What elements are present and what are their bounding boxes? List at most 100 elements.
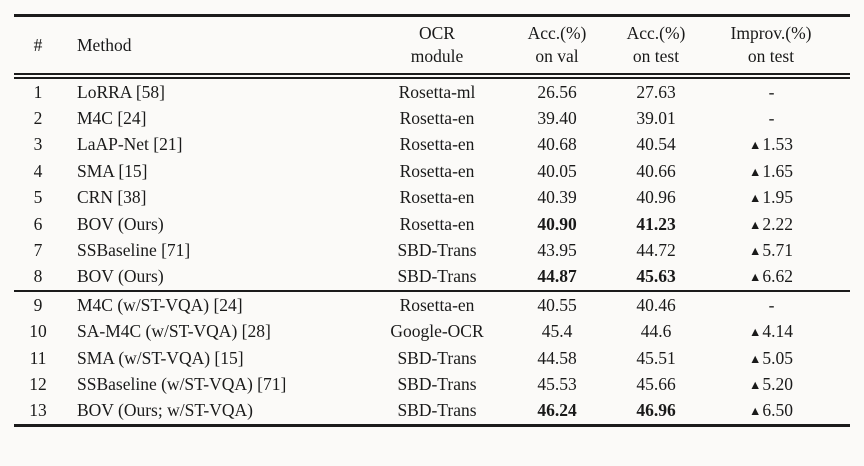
header-row: # Method OCR module Acc.(%) on val Acc.(…: [14, 15, 850, 79]
method-cell: SSBaseline (w/ST-VQA) [71]: [77, 373, 287, 394]
acc-test-cell: 27.63: [636, 81, 676, 102]
table-row: 13 BOV (Ours; w/ST-VQA) SBD-Trans 46.24 …: [14, 398, 850, 426]
row-number-cell: 4: [33, 160, 43, 181]
ocr-module-cell: Rosetta-en: [399, 160, 475, 181]
row-number-cell: 9: [14, 290, 62, 319]
improv-cell: -: [692, 290, 850, 319]
ocr-module-cell: SBD-Trans: [397, 240, 477, 261]
results-table: # Method OCR module Acc.(%) on val Acc.(…: [14, 14, 850, 428]
up-triangle-icon: ▲: [749, 351, 762, 366]
method-cell: CRN [38]: [77, 187, 147, 208]
improv-value: 5.05: [762, 347, 793, 368]
acc-val-cell: 40.55: [494, 290, 620, 319]
row-number-cell: 1: [33, 81, 43, 102]
acc-val-cell: 45.4: [541, 321, 573, 342]
table-row: 4 SMA [15] Rosetta-en 40.05 40.66 ▲1.65: [14, 158, 850, 184]
header-acc-val-line2: on val: [535, 46, 579, 66]
acc-val-cell: 39.40: [537, 108, 577, 129]
improv-value: 6.62: [762, 266, 793, 287]
method-cell: BOV (Ours): [77, 266, 164, 287]
acc-test-cell: 46.96: [636, 400, 676, 421]
acc-val-cell: 43.95: [537, 240, 577, 261]
acc-test-cell: 44.72: [636, 240, 676, 261]
improv-value: -: [768, 294, 775, 315]
improv-value: 4.14: [762, 321, 793, 342]
improv-cell: ▲5.20: [692, 371, 850, 397]
acc-test-cell: 44.6: [640, 321, 672, 342]
improv-cell: ▲2.22: [692, 211, 850, 237]
ocr-module-cell: Google-OCR: [390, 321, 484, 342]
improv-cell: -: [692, 105, 850, 131]
table-row: 10 SA-M4C (w/ST-VQA) [28] Google-OCR 45.…: [14, 319, 850, 345]
improv-value: -: [768, 81, 775, 102]
improv-cell: ▲1.53: [692, 132, 850, 158]
up-triangle-icon: ▲: [749, 404, 762, 419]
header-acc-test-line1: Acc.(%): [626, 23, 686, 43]
header-acc-val-line1: Acc.(%): [527, 23, 587, 43]
acc-test-cell: 40.46: [620, 290, 692, 319]
table-row: 12 SSBaseline (w/ST-VQA) [71] SBD-Trans …: [14, 371, 850, 397]
method-cell: M4C [24]: [77, 108, 147, 129]
acc-val-cell: 40.05: [537, 160, 577, 181]
ocr-module-cell: SBD-Trans: [397, 373, 477, 394]
improv-value: 1.53: [762, 134, 793, 155]
ocr-module-cell: SBD-Trans: [397, 266, 477, 287]
up-triangle-icon: ▲: [749, 164, 762, 179]
method-cell: M4C (w/ST-VQA) [24]: [62, 290, 380, 319]
acc-test-cell: 45.63: [636, 266, 676, 287]
table-row: 8 BOV (Ours) SBD-Trans 44.87 45.63 ▲6.62: [14, 264, 850, 291]
row-number-cell: 8: [33, 266, 43, 287]
table-row: 3 LaAP-Net [21] Rosetta-en 40.68 40.54 ▲…: [14, 132, 850, 158]
improv-cell: ▲6.62: [692, 264, 850, 291]
improv-cell: ▲6.50: [692, 398, 850, 426]
acc-test-cell: 41.23: [636, 213, 676, 234]
row-number-cell: 3: [33, 134, 43, 155]
header-method-label: Method: [77, 34, 132, 55]
improv-value: 1.95: [762, 187, 793, 208]
up-triangle-icon: ▲: [749, 325, 762, 340]
improv-cell: ▲4.14: [692, 319, 850, 345]
table-row: 2 M4C [24] Rosetta-en 39.40 39.01 -: [14, 105, 850, 131]
row-number-cell: 6: [33, 213, 43, 234]
method-cell: LaAP-Net [21]: [77, 134, 183, 155]
acc-val-cell: 40.68: [537, 134, 577, 155]
table-row: 5 CRN [38] Rosetta-en 40.39 40.96 ▲1.95: [14, 185, 850, 211]
up-triangle-icon: ▲: [749, 270, 762, 285]
row-number-cell: 12: [29, 373, 47, 394]
improv-value: 6.50: [762, 400, 793, 421]
improv-value: 2.22: [762, 213, 793, 234]
row-number-cell: 2: [33, 108, 43, 129]
method-cell: LoRRA [58]: [77, 81, 165, 102]
table-row: 7 SSBaseline [71] SBD-Trans 43.95 44.72 …: [14, 237, 850, 263]
method-cell: SSBaseline [71]: [77, 240, 191, 261]
improv-value: 5.71: [762, 240, 793, 261]
acc-val-cell: 46.24: [537, 400, 577, 421]
header-acc-test: Acc.(%) on test: [620, 15, 692, 79]
improv-value: 1.65: [762, 160, 793, 181]
improv-cell: ▲1.65: [692, 158, 850, 184]
row-number-cell: 7: [33, 240, 43, 261]
up-triangle-icon: ▲: [749, 217, 762, 232]
header-acc-test-line2: on test: [632, 46, 680, 66]
header-num: #: [14, 15, 62, 79]
header-improv-line1: Improv.(%): [730, 23, 812, 43]
up-triangle-icon: ▲: [749, 191, 762, 206]
method-cell: SMA (w/ST-VQA) [15]: [77, 347, 244, 368]
table-row: 11 SMA (w/ST-VQA) [15] SBD-Trans 44.58 4…: [14, 345, 850, 371]
improv-value: 5.20: [762, 373, 793, 394]
row-number-cell: 11: [29, 347, 47, 368]
improv-cell: ▲5.71: [692, 237, 850, 263]
header-acc-val: Acc.(%) on val: [494, 15, 620, 79]
table-row: 1 LoRRA [58] Rosetta-ml 26.56 27.63 -: [14, 76, 850, 105]
ocr-module-cell: SBD-Trans: [397, 347, 477, 368]
header-method: Method: [62, 15, 380, 79]
method-cell: BOV (Ours): [77, 213, 164, 234]
ocr-module-cell: Rosetta-ml: [398, 81, 476, 102]
acc-val-cell: 45.53: [537, 373, 577, 394]
header-ocr-line1: OCR: [419, 23, 455, 43]
acc-test-cell: 40.54: [636, 134, 676, 155]
ocr-module-cell: Rosetta-en: [399, 108, 475, 129]
up-triangle-icon: ▲: [749, 138, 762, 153]
table-row: 9 M4C (w/ST-VQA) [24] Rosetta-en 40.55 4…: [14, 290, 850, 319]
acc-test-cell: 39.01: [636, 108, 676, 129]
